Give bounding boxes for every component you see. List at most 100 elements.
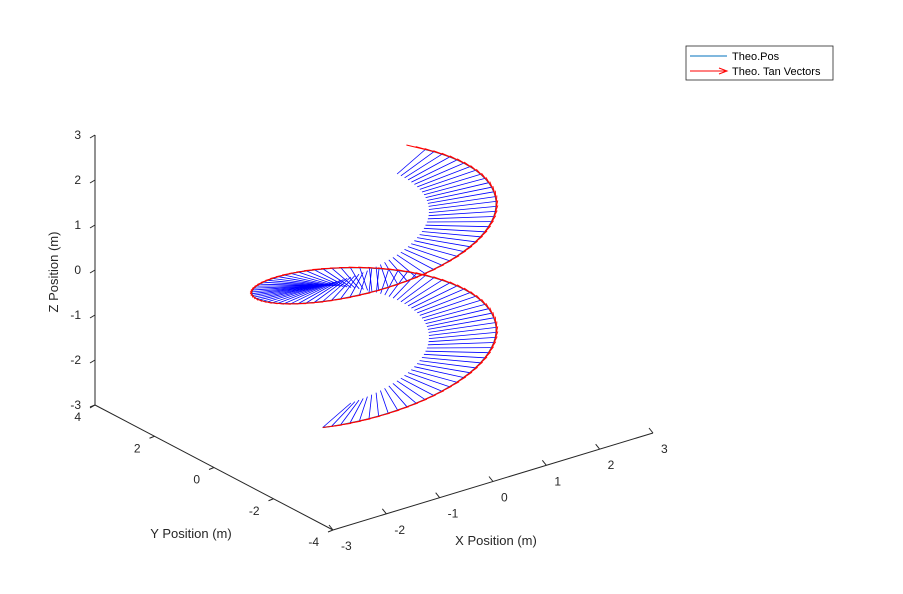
z-axis-label: Z Position (m) [46, 232, 61, 313]
tangent-vector [494, 200, 499, 212]
y-tick [89, 404, 96, 408]
radial-segment [349, 398, 364, 424]
radial-segment [404, 375, 442, 392]
x-tick [595, 443, 601, 450]
y-tick-label: -2 [249, 504, 260, 518]
radial-segment [423, 304, 486, 322]
legend-label-theo-pos: Theo.Pos [732, 51, 780, 63]
x-tick [488, 476, 494, 482]
radial-segment [417, 363, 470, 374]
radial-segment [414, 366, 464, 378]
x-tick-label: 1 [554, 474, 561, 488]
tangent-vector [406, 144, 426, 150]
radial-segment [306, 270, 344, 287]
z-tick [89, 314, 96, 319]
radial-segment [425, 350, 489, 354]
radial-segment [400, 377, 434, 396]
radial-segment [407, 156, 450, 181]
radial-segment [428, 211, 496, 217]
radial-segment [298, 280, 341, 304]
radial-segment [423, 227, 485, 233]
plot-area [249, 144, 499, 429]
radial-segment [392, 273, 417, 299]
radial-segment [392, 257, 417, 278]
radial-segment [396, 149, 426, 175]
x-tick [328, 524, 334, 531]
radial-segment [404, 153, 443, 179]
y-tick [327, 529, 334, 533]
radial-segment [419, 234, 476, 243]
tangent-vector [494, 190, 497, 202]
z-tick-label: 1 [74, 218, 81, 232]
x-tick [381, 508, 387, 515]
radial-segment [400, 151, 435, 177]
radial-segment [396, 380, 426, 400]
tangent-vectors [249, 144, 499, 428]
y-tick-label: -4 [308, 535, 319, 549]
z-tick [89, 359, 96, 364]
x-ticks: -3 -2 -1 0 1 2 3 [328, 427, 668, 553]
radial-segment [272, 283, 329, 304]
tangent-vector [494, 326, 499, 338]
radial-segment [375, 266, 379, 291]
radial-segment [411, 285, 458, 309]
radial-segments [251, 149, 497, 428]
radial-segment [384, 270, 399, 296]
radial-segment [421, 231, 481, 238]
radial-segment [305, 279, 344, 304]
z-tick [89, 269, 96, 274]
radial-segment [428, 332, 497, 339]
radial-segment [414, 288, 464, 311]
radial-segment [427, 317, 494, 330]
tangent-vector [251, 293, 254, 298]
z-tick-label: 0 [74, 263, 81, 277]
x-tick-label: 0 [501, 491, 508, 505]
radial-segment [267, 283, 327, 303]
radial-segment [407, 282, 450, 307]
radial-segment [428, 322, 496, 333]
z-tick [89, 224, 96, 229]
radial-segment [259, 284, 323, 301]
radial-segment [411, 369, 457, 383]
radial-segment [384, 388, 398, 411]
z-tick-label: -1 [70, 308, 81, 322]
y-tick [149, 435, 155, 439]
x-tick [541, 460, 547, 466]
radial-segment [414, 162, 464, 185]
radial-segment [396, 254, 426, 274]
legend-box [685, 45, 834, 81]
radial-segment [400, 251, 434, 270]
tangent-vector [256, 298, 263, 302]
radial-segment [384, 262, 398, 285]
radial-segment [428, 196, 496, 207]
y-axis-label: Y Position (m) [150, 526, 231, 541]
radial-segment [322, 402, 352, 428]
x-tick [435, 492, 441, 498]
radial-segment [392, 383, 417, 404]
radial-segment [388, 385, 408, 408]
radial-segment [322, 276, 352, 302]
x-tick-label: -3 [341, 539, 352, 553]
radial-segment [340, 273, 360, 300]
radial-segment [350, 267, 364, 290]
radial-segment [414, 240, 464, 252]
z-tick-label: -3 [70, 398, 81, 412]
x-tick-label: 2 [608, 458, 615, 472]
y-tick [208, 467, 215, 470]
radial-segment [368, 394, 373, 419]
legend-label-tan-vectors: Theo. Tan Vectors [732, 66, 821, 78]
radial-segment [340, 399, 360, 426]
z-tick [89, 179, 96, 184]
radial-segment [331, 401, 356, 427]
z-tick-label: -2 [70, 353, 81, 367]
x-tick-label: 3 [661, 442, 668, 456]
radial-segment [428, 201, 497, 210]
radial-segment [375, 392, 379, 417]
radial-segment [267, 279, 327, 287]
y-tick-label: 4 [74, 410, 81, 424]
y-ticks: -4 -2 0 2 4 [74, 404, 334, 549]
tangent-vector [253, 296, 259, 301]
radial-segment [359, 396, 368, 422]
radial-segment [425, 224, 489, 228]
